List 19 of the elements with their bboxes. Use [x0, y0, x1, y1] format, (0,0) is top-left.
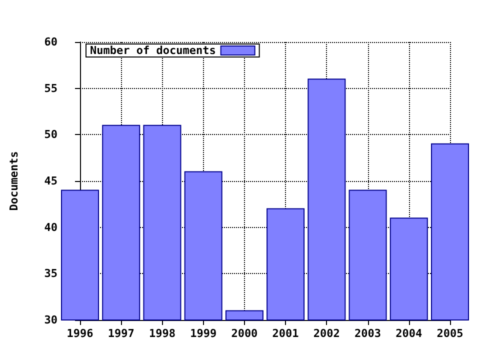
y-tick-label: 30 [44, 314, 58, 326]
x-tick-label: 1998 [148, 327, 176, 340]
x-tick-label: 1999 [190, 327, 217, 340]
y-tick-label: 55 [44, 82, 58, 95]
x-tick-label: 2003 [354, 327, 382, 340]
y-tick-label: 60 [44, 36, 58, 48]
y-axis-title: Documents [8, 151, 20, 211]
x-tick-label: 2000 [231, 327, 258, 340]
legend-label: Number of documents [90, 44, 216, 57]
y-tick-label: 40 [44, 220, 58, 234]
y-tick-label: 35 [44, 267, 58, 280]
x-tick-label: 1996 [66, 327, 94, 340]
x-tick-label: 2004 [396, 327, 423, 340]
y-tick-label: 45 [44, 174, 58, 188]
x-tick-label: 1997 [108, 327, 134, 340]
x-tick-label: 2005 [436, 327, 464, 340]
x-tick-label: 2001 [272, 327, 300, 340]
x-tick-label: 2002 [313, 327, 340, 340]
y-tick-label: 50 [44, 128, 58, 142]
